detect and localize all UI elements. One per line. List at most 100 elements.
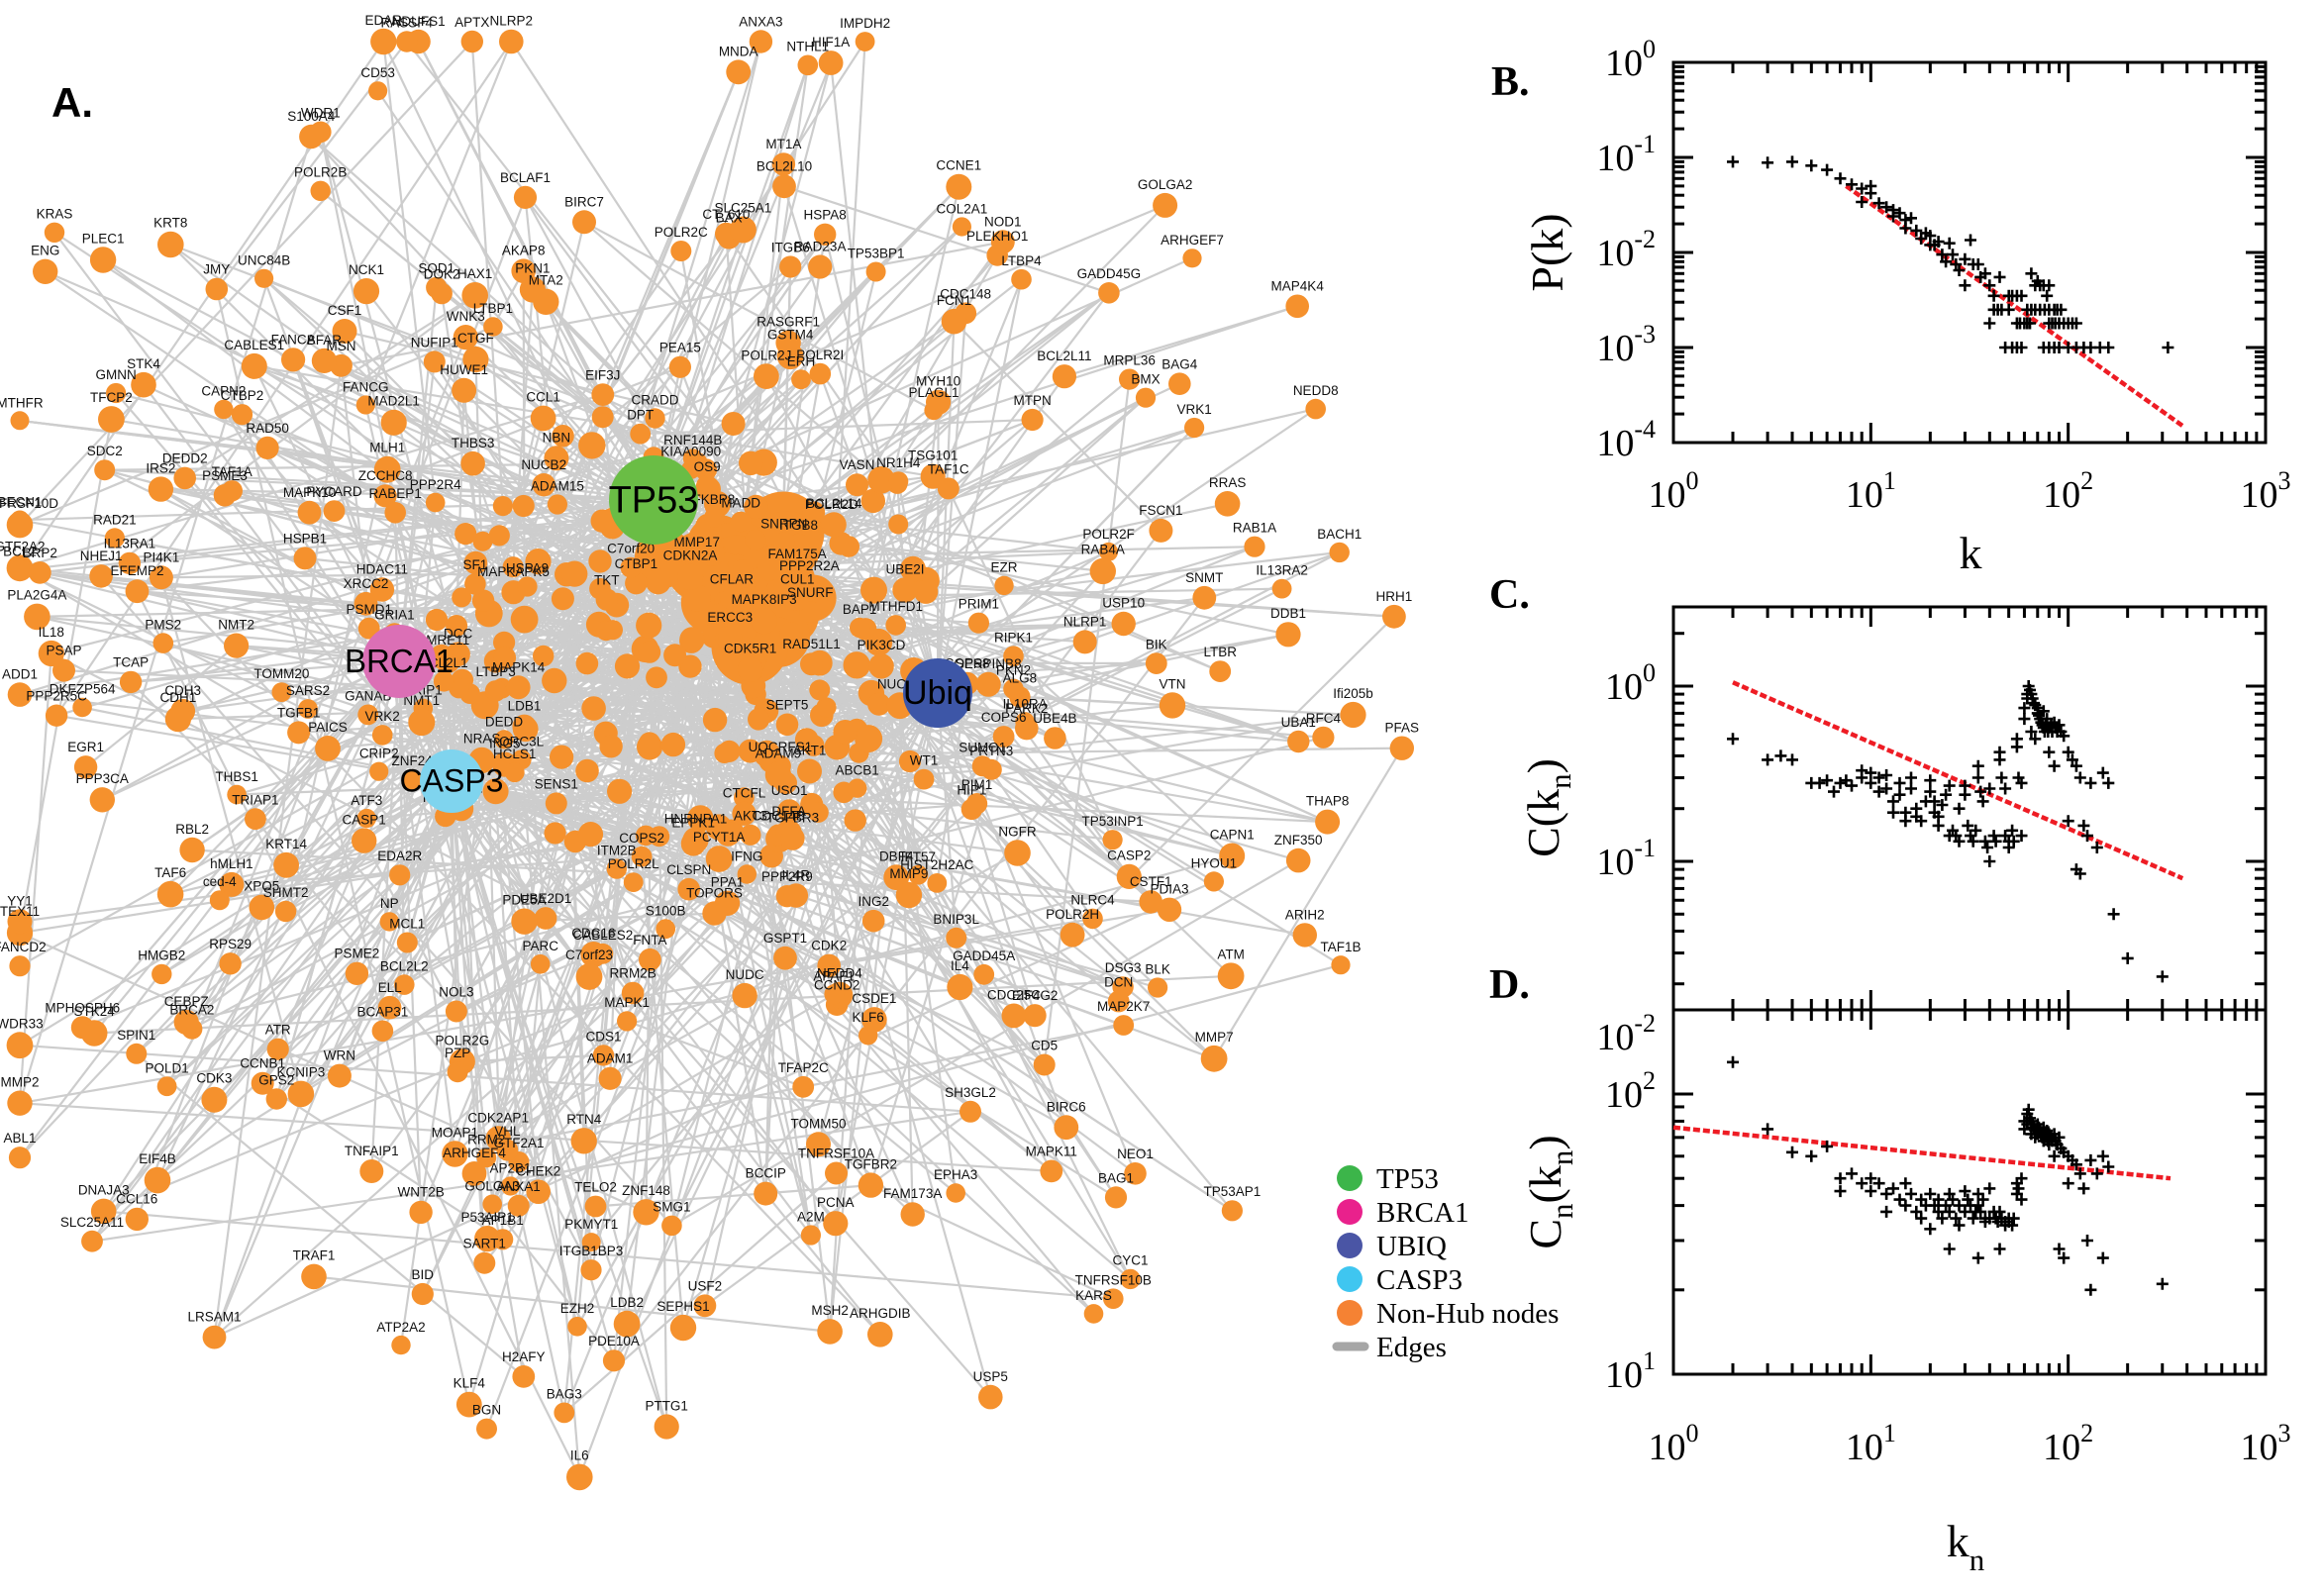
data-point	[2066, 753, 2078, 766]
casp3-swatch-icon	[1337, 1266, 1363, 1292]
network-node	[740, 824, 761, 846]
node-label: CSF1	[328, 303, 362, 318]
data-point	[1893, 1193, 1906, 1206]
node-label: VTN	[1160, 676, 1186, 691]
network-node	[126, 1043, 148, 1064]
network-node	[401, 768, 423, 790]
node-label: UQCRFS1	[749, 740, 813, 754]
network-edge	[895, 530, 1162, 878]
panel-d-plot: 100 101 102 103 102 101	[1605, 1008, 2290, 1468]
node-label: BLK	[1145, 961, 1170, 976]
network-node	[1021, 408, 1044, 432]
network-edge	[728, 237, 899, 485]
network-edge	[450, 780, 593, 1243]
node-label: EZR	[991, 560, 1018, 575]
network-node	[1285, 848, 1311, 873]
node-label: SEPHS1	[656, 1299, 709, 1314]
tick-label: 103	[2240, 1419, 2290, 1468]
node-label: PIM1	[961, 777, 993, 792]
network-node	[433, 670, 454, 692]
network-node	[1192, 585, 1217, 610]
network-node	[858, 1172, 884, 1198]
node-label: PARK2	[1005, 701, 1048, 716]
network-node	[947, 973, 973, 1001]
node-label: BCL2L10	[757, 158, 812, 173]
network-node	[474, 1226, 501, 1252]
network-node	[739, 450, 763, 475]
node-label: LTBR	[1203, 645, 1237, 659]
node-label: SNURF	[787, 585, 834, 600]
node-label: NLRP2	[490, 14, 534, 29]
legend-label-brca1: BRCA1	[1376, 1197, 1468, 1229]
network-edge	[160, 488, 655, 502]
node-label: RAB4A	[1081, 543, 1125, 557]
node-label: BACH1	[1317, 527, 1362, 542]
node-label: NEO1	[1117, 1147, 1154, 1161]
network-node	[10, 411, 30, 431]
network-node	[570, 1128, 597, 1154]
node-label: BAG3	[547, 1387, 582, 1402]
network-node	[663, 644, 687, 667]
network-node	[213, 484, 237, 507]
data-point	[1983, 782, 1996, 795]
network-edge	[19, 780, 453, 1047]
network-node	[411, 1282, 434, 1306]
network-node	[394, 974, 415, 995]
node-label: NDUFS1	[392, 14, 446, 29]
node-label: IL18	[39, 625, 64, 640]
data-point	[2062, 1177, 2074, 1190]
network-edge	[522, 270, 526, 620]
network-node	[757, 555, 781, 581]
node-label: MYH10	[916, 374, 960, 389]
node-label: RAB1A	[1233, 521, 1276, 536]
network-node	[773, 946, 797, 970]
data-point	[2043, 279, 2056, 292]
network-edge	[652, 499, 767, 1194]
network-node	[580, 1259, 602, 1281]
node-label: CASP1	[343, 812, 386, 827]
data-point	[2037, 705, 2050, 718]
node-label: NLRC4	[1070, 893, 1115, 908]
network-node	[1217, 962, 1245, 990]
network-node	[794, 728, 819, 751]
network-edge	[435, 619, 500, 1140]
network-node	[72, 697, 92, 718]
data-point	[2002, 842, 2015, 853]
node-label: CDC148	[940, 287, 991, 302]
network-node	[783, 883, 809, 908]
node-label: ATP2A2	[376, 1320, 425, 1335]
network-node	[371, 725, 393, 746]
network-node	[1111, 611, 1136, 637]
data-point	[1774, 749, 1787, 762]
network-node	[1209, 660, 1232, 682]
data-point	[2156, 970, 2169, 983]
network-node	[1001, 1003, 1027, 1029]
data-point	[1786, 1146, 1798, 1158]
network-edge	[470, 41, 504, 507]
network-edge	[705, 372, 822, 471]
network-node	[867, 1322, 893, 1347]
node-label: NP	[380, 896, 399, 911]
network-node	[125, 1207, 149, 1232]
network-edge	[398, 660, 1234, 1212]
data-point	[1813, 776, 1826, 789]
data-point	[1924, 785, 1937, 798]
data-point	[1940, 788, 1953, 801]
node-label: GPS2	[258, 1072, 294, 1087]
network-edge	[91, 1110, 971, 1243]
node-label: HAX1	[457, 266, 492, 281]
network-node	[861, 909, 885, 933]
node-label: AKAP8	[502, 243, 546, 257]
node-label: CCNE1	[936, 158, 981, 173]
network-node	[967, 612, 990, 634]
tick-label: 100	[1605, 35, 1656, 84]
node-label: BIRC6	[1047, 1099, 1086, 1114]
node-label: BNIP3L	[933, 912, 979, 927]
network-node	[892, 577, 918, 603]
network-node	[779, 255, 802, 278]
network-node	[1315, 809, 1341, 835]
network-node	[431, 282, 453, 305]
network-node	[749, 30, 773, 53]
network-node	[391, 1335, 411, 1355]
data-point	[1976, 795, 1989, 808]
